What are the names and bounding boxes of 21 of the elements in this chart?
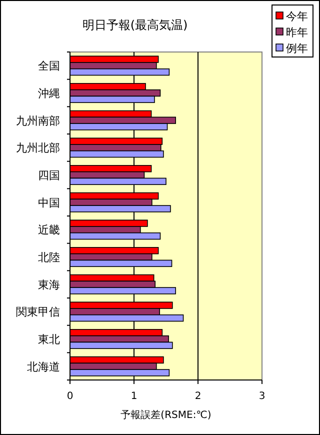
x-tick-label: 3 — [258, 391, 266, 402]
x-tick-label: 1 — [130, 391, 138, 402]
legend-label: 例年 — [286, 42, 308, 55]
y-tick-label: 北陸 — [38, 251, 60, 264]
y-tick-label: 九州北部 — [16, 142, 60, 155]
y-tick-label: 東海 — [38, 278, 60, 292]
y-tick-label: 九州南部 — [16, 114, 60, 128]
chart-title: 明日予報(最高気温) — [82, 18, 188, 32]
legend-label: 今年 — [286, 10, 308, 23]
y-tick-label: 中国 — [38, 196, 60, 210]
y-tick-label: 沖縄 — [38, 87, 60, 100]
x-tick-label: 0 — [66, 391, 74, 402]
x-tick-label: 2 — [194, 391, 202, 402]
y-tick-label: 近畿 — [38, 224, 60, 237]
y-tick-label: 全国 — [38, 60, 60, 73]
y-tick-label: 東北 — [38, 333, 60, 346]
x-axis-title: 予報誤差(RSME:℃) — [120, 409, 212, 421]
y-tick-label: 四国 — [38, 169, 60, 182]
legend-label: 昨年 — [286, 26, 308, 39]
y-tick-label: 北海道 — [27, 360, 60, 374]
y-tick-label: 関東甲信 — [16, 306, 60, 319]
